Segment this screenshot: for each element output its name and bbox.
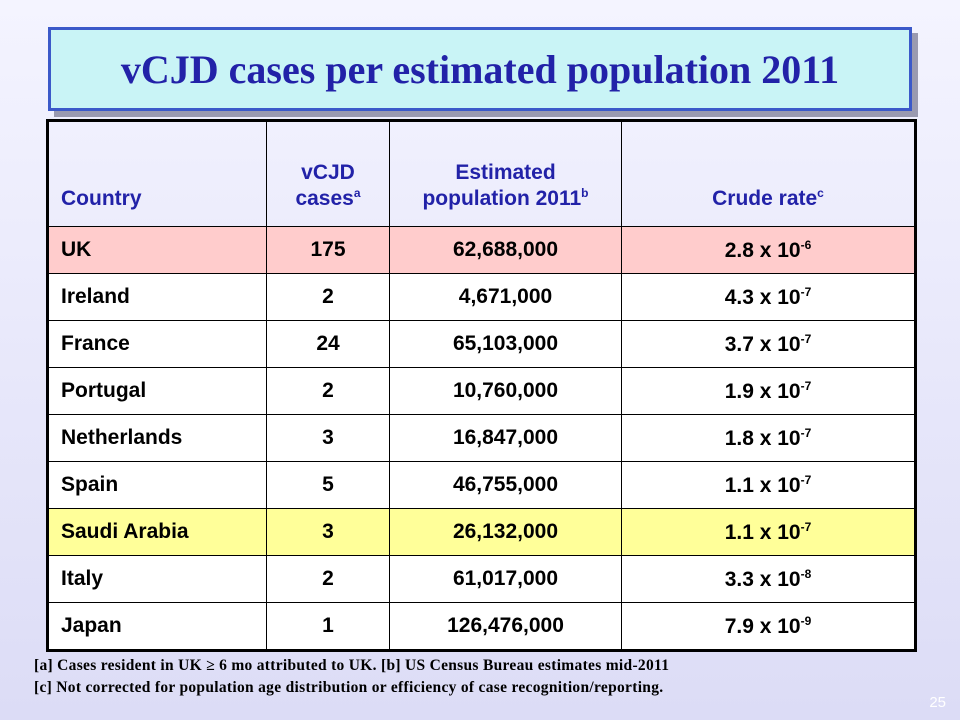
rate-base: 2.8 x 10: [724, 238, 801, 262]
cell-cases: 24: [266, 320, 390, 368]
cell-cases: 2: [266, 273, 390, 321]
header-rate-sup: c: [817, 185, 824, 200]
rate-exponent: -7: [800, 284, 812, 299]
header-cases: vCJD casesa: [266, 120, 390, 227]
cell-population: 10,760,000: [389, 367, 622, 415]
cell-country: Japan: [47, 602, 267, 651]
header-population: Estimated population 2011b: [389, 120, 622, 227]
cell-country: UK: [47, 226, 267, 274]
vcjd-table: Country vCJD casesa Estimated population…: [46, 119, 917, 652]
rate-base: 3.3 x 10: [724, 567, 801, 591]
rate-exponent: -7: [800, 331, 812, 346]
cell-country: Saudi Arabia: [47, 508, 267, 556]
cell-country: Portugal: [47, 367, 267, 415]
table-row: Italy 2 61,017,000 3.3 x 10-8: [47, 555, 916, 603]
header-pop-sup: b: [581, 185, 589, 200]
rate-base: 3.7 x 10: [724, 332, 801, 356]
rate-base: 7.9 x 10: [724, 614, 801, 638]
table-row: UK 175 62,688,000 2.8 x 10-6: [47, 226, 916, 274]
cell-cases: 175: [266, 226, 390, 274]
cell-population: 62,688,000: [389, 226, 622, 274]
cell-population: 4,671,000: [389, 273, 622, 321]
rate-exponent: -9: [800, 613, 812, 628]
rate-exponent: -7: [800, 378, 812, 393]
cell-cases: 3: [266, 508, 390, 556]
rate-base: 1.1 x 10: [724, 520, 801, 544]
cell-country: Netherlands: [47, 414, 267, 462]
table-row: Ireland 2 4,671,000 4.3 x 10-7: [47, 273, 916, 321]
cell-population: 16,847,000: [389, 414, 622, 462]
cell-population: 61,017,000: [389, 555, 622, 603]
rate-exponent: -7: [800, 472, 812, 487]
table-body: UK 175 62,688,000 2.8 x 10-6 Ireland 2 4,671,0…: [47, 226, 916, 651]
rate-base: 4.3 x 10: [724, 285, 801, 309]
cell-rate: 4.3 x 10-7: [621, 273, 916, 321]
cell-cases: 2: [266, 367, 390, 415]
cell-country: Spain: [47, 461, 267, 509]
cell-country: Italy: [47, 555, 267, 603]
cell-population: 126,476,000: [389, 602, 622, 651]
cell-population: 65,103,000: [389, 320, 622, 368]
table-header-row: Country vCJD casesa Estimated population…: [47, 120, 916, 227]
table-row: Spain 5 46,755,000 1.1 x 10-7: [47, 461, 916, 509]
cell-country: France: [47, 320, 267, 368]
rate-base: 1.1 x 10: [724, 473, 801, 497]
header-rate: Crude ratec: [621, 120, 916, 227]
header-rate-label: Crude rate: [712, 186, 818, 210]
cell-cases: 5: [266, 461, 390, 509]
footnote-line-2: [c] Not corrected for population age dis…: [34, 679, 664, 696]
cell-cases: 2: [266, 555, 390, 603]
rate-base: 1.8 x 10: [724, 426, 801, 450]
page-title: vCJD cases per estimated population 2011: [120, 46, 840, 92]
rate-exponent: -6: [800, 237, 812, 252]
cell-country: Ireland: [47, 273, 267, 321]
cell-rate: 2.8 x 10-6: [621, 226, 916, 274]
rate-exponent: -7: [800, 519, 812, 534]
header-country: Country: [47, 120, 267, 227]
table-row: France 24 65,103,000 3.7 x 10-7: [47, 320, 916, 368]
cell-cases: 3: [266, 414, 390, 462]
header-cases-line1: vCJD: [301, 160, 355, 184]
page-number: 25: [929, 694, 946, 711]
table-row: Japan 1 126,476,000 7.9 x 10-9: [47, 602, 916, 651]
cell-rate: 3.7 x 10-7: [621, 320, 916, 368]
cell-rate: 1.1 x 10-7: [621, 461, 916, 509]
header-country-label: Country: [61, 186, 142, 210]
table-row: Portugal 2 10,760,000 1.9 x 10-7: [47, 367, 916, 415]
cell-rate: 3.3 x 10-8: [621, 555, 916, 603]
cell-rate: 1.9 x 10-7: [621, 367, 916, 415]
header-pop-line2: population 2011: [422, 186, 582, 210]
header-cases-line2: cases: [295, 186, 354, 210]
table-row: Saudi Arabia 3 26,132,000 1.1 x 10-7: [47, 508, 916, 556]
footnotes: [a] Cases resident in UK ≥ 6 mo attribut…: [34, 655, 914, 699]
rate-exponent: -7: [800, 425, 812, 440]
footnote-line-1: [a] Cases resident in UK ≥ 6 mo attribut…: [34, 657, 670, 674]
table-row: Netherlands 3 16,847,000 1.8 x 10-7: [47, 414, 916, 462]
header-cases-sup: a: [353, 185, 361, 200]
cell-rate: 7.9 x 10-9: [621, 602, 916, 651]
cell-cases: 1: [266, 602, 390, 651]
cell-population: 46,755,000: [389, 461, 622, 509]
rate-base: 1.9 x 10: [724, 379, 801, 403]
cell-population: 26,132,000: [389, 508, 622, 556]
header-pop-line1: Estimated: [455, 160, 556, 184]
rate-exponent: -8: [800, 566, 812, 581]
title-box: vCJD cases per estimated population 2011: [48, 27, 912, 111]
cell-rate: 1.8 x 10-7: [621, 414, 916, 462]
cell-rate: 1.1 x 10-7: [621, 508, 916, 556]
